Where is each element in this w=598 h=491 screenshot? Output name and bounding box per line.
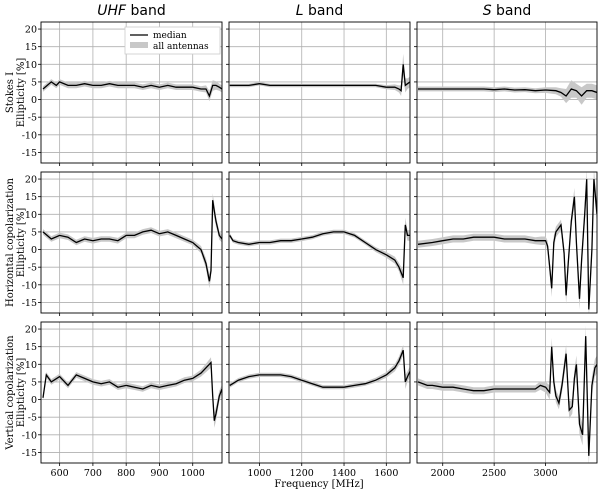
ylabel-line2: Ellipticity [%] [16, 358, 27, 428]
y-tick-label: 20 [25, 25, 37, 36]
y-tick-label: 5 [31, 227, 37, 238]
median-line [417, 179, 597, 310]
legend-box [124, 26, 221, 55]
median-line [229, 349, 410, 388]
column-title-l: L band [296, 3, 344, 19]
ylabel-line2: Ellipticity [%] [16, 208, 27, 278]
ylabel-line1: Horizontal copolarization [5, 177, 16, 306]
x-tick-label: 1600 [374, 468, 398, 479]
x-tick-label: 600 [51, 468, 69, 479]
column-title-band-name: S [483, 3, 492, 19]
y-tick-label: 10 [25, 210, 37, 221]
y-tick-label: 5 [31, 377, 37, 388]
x-tick-label: 3000 [533, 468, 557, 479]
panel-frame [228, 321, 411, 464]
y-tick-label: 0 [31, 245, 37, 256]
panel-r2-c2: 2000 2500 3000 [414, 321, 598, 479]
panel-frame [228, 171, 411, 314]
panel-frame [416, 171, 598, 314]
row-ylabel-2: Vertical copolarization Ellipticity [%] [5, 335, 27, 451]
x-tick-label: 1000 [181, 468, 205, 479]
all-antennas-band [43, 79, 222, 102]
x-tick-label: 1000 [247, 468, 271, 479]
column-title-s: S band [483, 3, 532, 19]
y-tick-label: -5 [28, 113, 37, 124]
median-line [417, 336, 597, 456]
median-line [229, 224, 410, 279]
median-line [42, 200, 222, 282]
y-tick-label: 20 [25, 325, 37, 336]
column-title-band-name: L [296, 3, 304, 19]
median-line [229, 64, 410, 92]
y-tick-label: -10 [22, 130, 37, 141]
y-tick-label: -10 [22, 430, 37, 441]
all-antennas-band [43, 193, 222, 289]
panel-r2-c1: 1000 1200 1400 1600 [226, 321, 411, 479]
y-tick-label: -15 [22, 148, 37, 159]
all-antennas-band [418, 80, 597, 105]
y-tick-label: 0 [31, 395, 37, 406]
panel-frame [228, 21, 411, 164]
y-tick-label: -5 [28, 413, 37, 424]
median-line [42, 81, 222, 98]
panel-frame [416, 21, 598, 164]
all-antennas-band [229, 344, 410, 390]
ylabel-line1: Stokes I [5, 72, 16, 113]
y-tick-label: 10 [25, 360, 37, 371]
all-antennas-band [229, 217, 410, 285]
ylabel-line1: Vertical copolarization [5, 335, 16, 451]
y-tick-label: 20 [25, 175, 37, 186]
median-line [418, 88, 597, 97]
panel-frame [40, 171, 223, 314]
panel-frame [40, 321, 223, 464]
legend-median-label: median [153, 31, 187, 41]
x-axis-label: Frequency [MHz] [274, 479, 363, 490]
row-ylabel-0: Stokes I Ellipticity [%] [5, 58, 27, 128]
median-line [42, 360, 222, 421]
panel-r1-c1 [226, 171, 411, 316]
y-tick-label: 0 [31, 95, 37, 106]
y-tick-label: -15 [22, 448, 37, 459]
column-title-suffix: band [492, 3, 532, 19]
x-tick-label: 1400 [332, 468, 356, 479]
column-title-suffix: band [304, 3, 344, 19]
y-tick-label: -15 [22, 298, 37, 309]
y-tick-label: 10 [25, 60, 37, 71]
column-title-suffix: band [126, 3, 166, 19]
y-tick-label: 15 [25, 42, 37, 53]
panel-r0-c1 [226, 21, 411, 166]
y-tick-label: -5 [28, 263, 37, 274]
column-title-uhf: UHF band [97, 3, 166, 19]
panel-r1-c0: -15 -10 -5 0 5 10 15 20 [22, 171, 223, 316]
panel-r2-c0: -15 -10 -5 0 5 10 15 20 600 700 800 900 1000 [22, 321, 223, 479]
column-title-band-name: UHF [97, 3, 127, 19]
panel-frame [40, 21, 223, 164]
x-tick-label: 2000 [431, 468, 455, 479]
panel-r1-c2 [414, 171, 598, 316]
x-tick-label: 700 [84, 468, 102, 479]
panel-r0-c2 [414, 21, 598, 166]
panel-frame [416, 321, 598, 464]
x-tick-label: 900 [150, 468, 168, 479]
y-tick-label: 5 [31, 77, 37, 88]
ylabel-line2: Ellipticity [%] [16, 58, 27, 128]
x-tick-label: 800 [117, 468, 135, 479]
y-tick-label: 15 [25, 192, 37, 203]
all-antennas-band [229, 53, 410, 96]
row-ylabel-1: Horizontal copolarization Ellipticity [%] [5, 177, 27, 306]
legend-band-label: all antennas [153, 42, 209, 52]
y-tick-label: 15 [25, 342, 37, 353]
legend-band-swatch [130, 42, 148, 48]
y-tick-label: -10 [22, 280, 37, 291]
x-tick-label: 2500 [482, 468, 506, 479]
x-tick-label: 1200 [290, 468, 314, 479]
